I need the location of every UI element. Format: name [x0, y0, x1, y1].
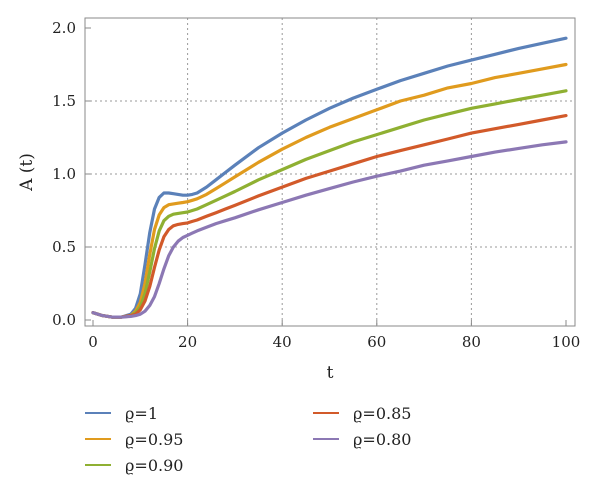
grid-lines	[85, 18, 575, 326]
y-tick-label: 0.0	[52, 311, 76, 329]
x-tick-label: 100	[552, 333, 581, 351]
y-tick-label: 1.5	[52, 92, 76, 110]
x-tick-label: 0	[88, 333, 98, 351]
x-tick-label: 80	[462, 333, 481, 351]
x-axis-title: t	[327, 363, 334, 383]
x-tick-label: 60	[367, 333, 386, 351]
x-tick-label: 40	[273, 333, 292, 351]
x-axis-ticks: 0 20 40 60 80 100	[88, 320, 580, 351]
legend-label: ϱ=0.85	[353, 404, 411, 423]
series-line	[91, 89, 568, 319]
y-axis-title: A (t)	[17, 153, 37, 192]
y-tick-label: 1.0	[52, 165, 76, 183]
legend-label: ϱ=0.95	[125, 430, 183, 449]
y-axis-ticks: 0.0 0.5 1.0 1.5 2.0	[52, 19, 91, 329]
series-group	[91, 36, 568, 319]
x-tick-label: 20	[178, 333, 197, 351]
legend-label: ϱ=0.80	[353, 430, 411, 449]
series-line	[91, 36, 568, 319]
legend-label: ϱ=0.90	[125, 456, 183, 475]
y-tick-label: 0.5	[52, 238, 76, 256]
plot-frame	[84, 17, 576, 327]
legend: ϱ=1 ϱ=0.95 ϱ=0.90 ϱ=0.85 ϱ=0.80	[85, 404, 411, 475]
y-tick-label: 2.0	[52, 19, 76, 37]
legend-label: ϱ=1	[125, 404, 158, 423]
series-line	[91, 114, 568, 319]
series-line	[91, 140, 568, 319]
